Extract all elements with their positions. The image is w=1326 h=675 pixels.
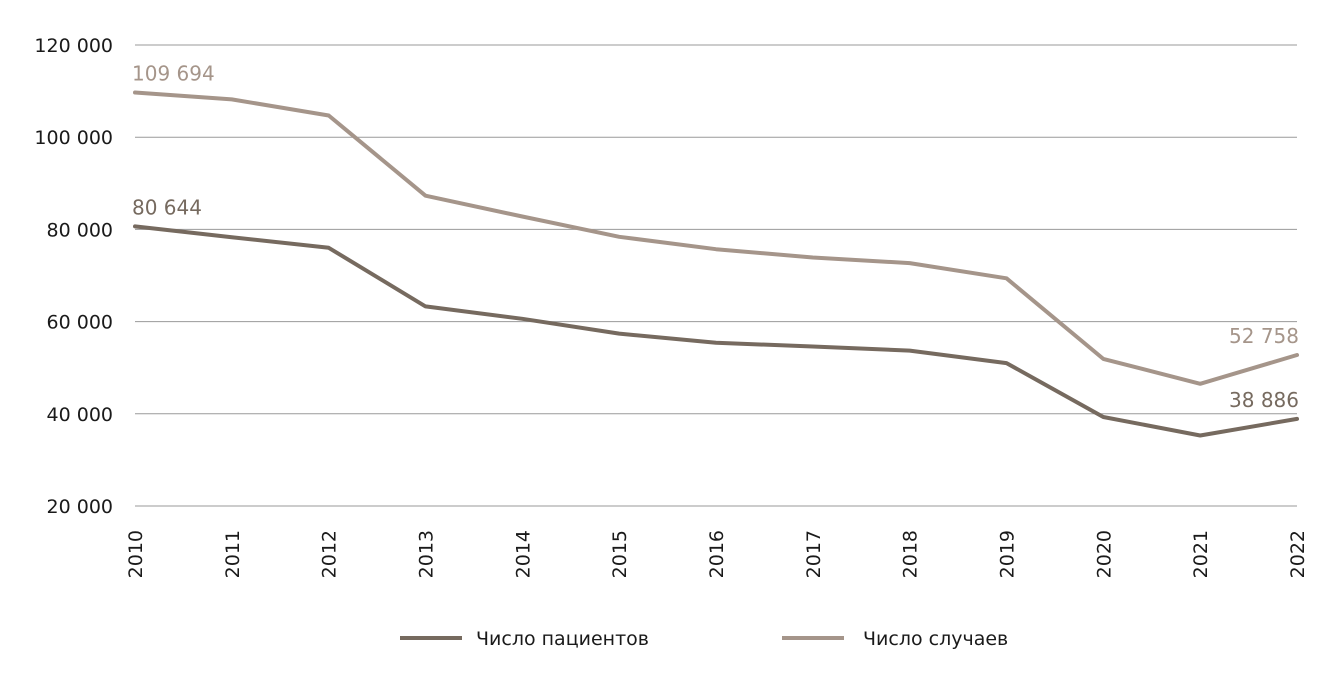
y-tick-label: 120 000: [34, 35, 113, 57]
x-tick-label: 2019: [997, 530, 1019, 578]
series-line-0: [133, 224, 1299, 438]
legend-label-1: Число случаев: [863, 628, 1008, 650]
legend-label-0: Число пациентов: [476, 628, 649, 650]
x-tick-label: 2016: [706, 530, 728, 578]
y-tick-label: 80 000: [47, 219, 113, 241]
x-tick-label: 2014: [512, 530, 534, 578]
x-tick-label: 2012: [319, 530, 341, 578]
y-axis-tick-labels: 20 000 40 000 60 000 80 000 100 000 120 000: [34, 35, 113, 518]
x-axis-tick-labels: 2010 2011 2012 2013 2014 2015 2016 2017 2018 2019…: [125, 530, 1309, 578]
x-tick-label: 2013: [416, 530, 438, 578]
series-line-1: [133, 90, 1299, 386]
series-lines: [133, 90, 1299, 438]
data-label: 80 644: [132, 195, 202, 219]
data-label: 109 694: [132, 62, 215, 86]
grid-lines: [135, 44, 1297, 507]
x-tick-label: 2011: [222, 530, 244, 578]
x-tick-label: 2015: [609, 530, 631, 578]
y-tick-label: 20 000: [47, 496, 113, 518]
y-tick-label: 40 000: [47, 404, 113, 426]
x-tick-label: 2018: [900, 530, 922, 578]
x-tick-label: 2022: [1287, 530, 1309, 578]
data-label: 38 886: [1229, 388, 1299, 412]
data-labels: 80 644 38 886 109 694 52 758: [132, 62, 1299, 412]
legend: Число пациентов Число случаев: [400, 628, 1008, 650]
x-tick-label: 2017: [803, 530, 825, 578]
y-tick-label: 60 000: [47, 312, 113, 334]
x-tick-label: 2010: [125, 530, 147, 578]
y-tick-label: 100 000: [34, 127, 113, 149]
data-label: 52 758: [1229, 324, 1299, 348]
x-tick-label: 2021: [1190, 530, 1212, 578]
x-tick-label: 2020: [1093, 530, 1115, 578]
